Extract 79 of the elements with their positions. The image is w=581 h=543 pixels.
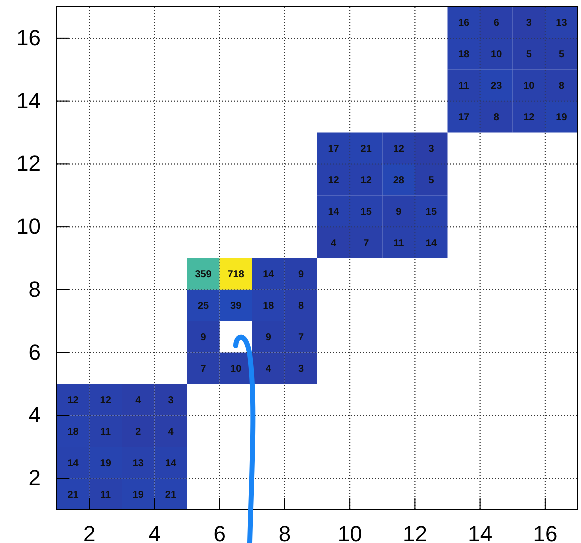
data-label: 28 bbox=[393, 175, 405, 186]
data-label: 12 bbox=[328, 175, 340, 186]
data-label: 2 bbox=[136, 426, 142, 438]
data-label: 15 bbox=[426, 206, 438, 218]
x-tick-label: 6 bbox=[214, 522, 226, 543]
data-label: 718 bbox=[228, 270, 245, 281]
data-label: 19 bbox=[556, 112, 568, 124]
data-label: 9 bbox=[396, 206, 402, 218]
y-tick-label: 14 bbox=[16, 88, 41, 114]
data-label: 5 bbox=[526, 50, 532, 61]
x-tick-label: 8 bbox=[278, 522, 292, 543]
x-tick-label: 14 bbox=[468, 522, 493, 543]
data-label: 11 bbox=[100, 426, 112, 438]
data-label: 10 bbox=[491, 50, 503, 61]
data-label: 17 bbox=[328, 144, 340, 155]
data-label: 7 bbox=[364, 238, 370, 250]
data-label: 14 bbox=[426, 238, 438, 250]
data-label: 14 bbox=[165, 458, 177, 470]
data-label: 9 bbox=[298, 270, 304, 281]
data-label: 7 bbox=[200, 364, 207, 376]
data-label: 12 bbox=[68, 395, 80, 406]
x-tick-label: 16 bbox=[533, 522, 558, 543]
y-tick-label: 4 bbox=[28, 402, 41, 428]
data-label: 25 bbox=[198, 301, 210, 312]
data-label: 12 bbox=[360, 175, 372, 186]
x-tick-label: 12 bbox=[402, 522, 428, 543]
data-label: 12 bbox=[100, 395, 112, 406]
data-label: 23 bbox=[491, 81, 503, 92]
data-label: 7 bbox=[298, 332, 304, 344]
data-label: 10 bbox=[230, 364, 242, 376]
data-label: 14 bbox=[263, 270, 275, 281]
data-label: 18 bbox=[458, 50, 470, 61]
x-tick-label: 2 bbox=[83, 522, 96, 543]
data-label: 5 bbox=[558, 50, 565, 61]
data-label: 13 bbox=[132, 458, 144, 470]
data-label: 5 bbox=[428, 175, 435, 186]
data-label: 18 bbox=[263, 301, 275, 312]
x-tick-label: 4 bbox=[148, 522, 161, 543]
data-label: 4 bbox=[266, 364, 272, 376]
data-label: 11 bbox=[394, 238, 405, 250]
data-label: 18 bbox=[68, 426, 80, 438]
data-label: 3 bbox=[168, 395, 174, 406]
data-label: 8 bbox=[494, 112, 500, 124]
data-label: 21 bbox=[165, 490, 177, 501]
data-label: 11 bbox=[100, 490, 112, 501]
data-label: 12 bbox=[524, 112, 536, 124]
data-label: 39 bbox=[230, 301, 242, 312]
x-tick-label: 10 bbox=[338, 522, 362, 543]
data-label: 15 bbox=[360, 206, 372, 218]
data-label: 21 bbox=[360, 144, 372, 155]
data-label: 4 bbox=[331, 238, 337, 250]
data-label: 12 bbox=[393, 144, 405, 155]
data-label: 11 bbox=[458, 81, 470, 92]
data-label: 8 bbox=[558, 81, 565, 92]
data-label: 17 bbox=[458, 112, 470, 124]
data-label: 3 bbox=[428, 144, 435, 155]
data-label: 19 bbox=[100, 458, 112, 470]
y-tick-label: 10 bbox=[16, 214, 41, 240]
data-label: 10 bbox=[524, 81, 536, 92]
data-label: 8 bbox=[298, 301, 304, 312]
y-tick-label: 8 bbox=[28, 276, 41, 302]
data-label: 19 bbox=[132, 490, 144, 501]
y-tick-label: 16 bbox=[16, 25, 41, 50]
data-label: 4 bbox=[136, 395, 142, 406]
y-tick-label: 12 bbox=[16, 151, 41, 176]
data-label: 359 bbox=[195, 270, 212, 281]
data-label: 13 bbox=[556, 18, 568, 30]
y-tick-label: 2 bbox=[28, 466, 41, 491]
data-label: 3 bbox=[298, 364, 304, 376]
data-label: 3 bbox=[526, 18, 532, 30]
data-label: 6 bbox=[494, 18, 500, 30]
data-label: 9 bbox=[266, 332, 272, 344]
data-label: 14 bbox=[68, 458, 80, 470]
data-label: 9 bbox=[200, 332, 207, 344]
data-label: 21 bbox=[68, 490, 80, 501]
y-tick-label: 6 bbox=[28, 340, 41, 365]
data-label: 4 bbox=[168, 426, 174, 438]
data-label: 14 bbox=[328, 206, 340, 218]
data-label: 16 bbox=[458, 18, 470, 30]
